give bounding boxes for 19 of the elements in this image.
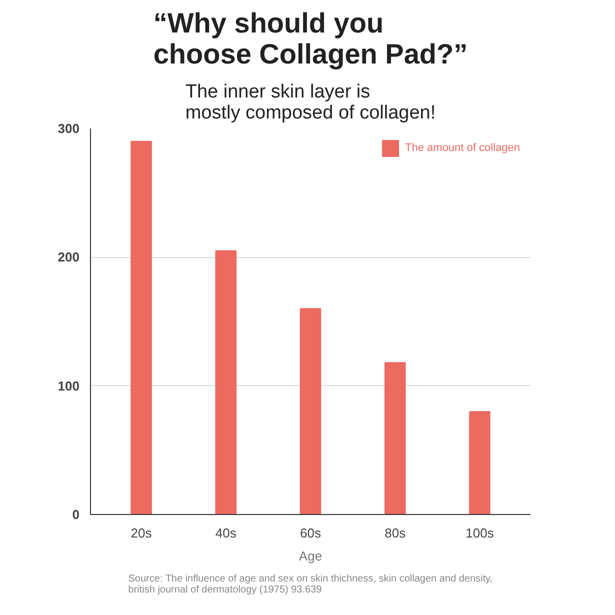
y-tick-label: 200	[58, 250, 80, 265]
y-tick-label: 0	[72, 507, 80, 522]
x-tick-label: 20s	[130, 526, 152, 540]
bar	[215, 250, 237, 514]
y-tick-label: 300	[58, 121, 80, 136]
x-tick-label: 100s	[466, 526, 494, 540]
x-tick-label: 80s	[384, 526, 406, 540]
bar	[130, 140, 152, 514]
bar	[300, 308, 322, 514]
chart-title: “Why should you choose Collagen Pad?”	[153, 8, 468, 70]
x-tick-label: 40s	[215, 526, 237, 540]
x-tick-label: 60s	[300, 526, 322, 540]
legend-label: The amount of collagen	[405, 142, 520, 154]
chart-subtitle: The inner skin layer is mostly composed of collagen!	[185, 82, 436, 124]
bar	[384, 362, 406, 514]
y-tick-label: 100	[58, 378, 80, 394]
x-axis-title: Age	[298, 548, 322, 564]
bar	[469, 411, 490, 514]
source-note: Source: The influence of age and sex on skin thichness, skin collagen and density, british journal of dermatology (1975) 93.639	[128, 574, 493, 596]
